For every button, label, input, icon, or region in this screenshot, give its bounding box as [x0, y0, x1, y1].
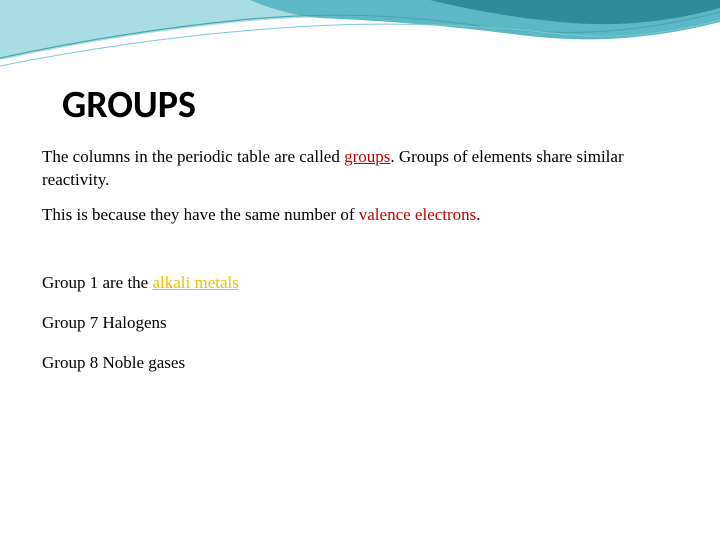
paragraph-group8: Group 8 Noble gases [42, 352, 662, 375]
paragraph-group1: Group 1 are the alkali metals [42, 272, 662, 295]
text-segment: This is because they have the same numbe… [42, 205, 359, 224]
text-segment: Group 8 Noble gases [42, 353, 185, 372]
slide-title: GROUPS [62, 82, 196, 128]
paragraph-intro: The columns in the periodic table are ca… [42, 146, 662, 192]
text-segment: . [476, 205, 480, 224]
paragraph-group7: Group 7 Halogens [42, 312, 662, 335]
text-segment: Group 1 are the [42, 273, 152, 292]
keyword-red-underline: groups [344, 147, 390, 166]
keyword-red: valence electrons [359, 205, 477, 224]
keyword-yellow-underline: alkali metals [152, 273, 238, 292]
wave-decoration [0, 0, 720, 90]
text-segment: Group 7 Halogens [42, 313, 167, 332]
paragraph-valence: This is because they have the same numbe… [42, 204, 682, 227]
text-segment: The columns in the periodic table are ca… [42, 147, 344, 166]
